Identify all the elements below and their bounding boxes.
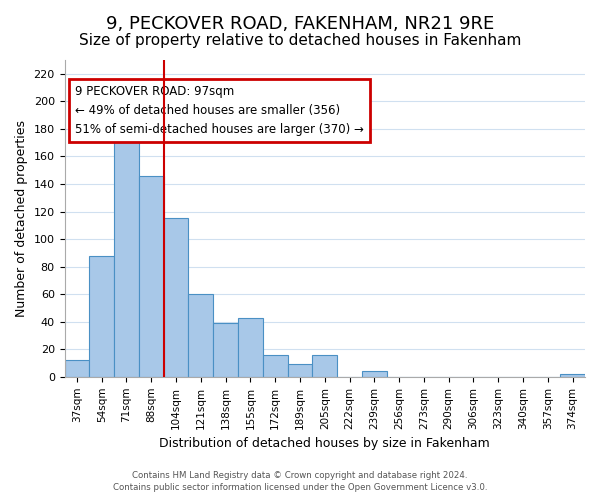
- Text: Contains HM Land Registry data © Crown copyright and database right 2024.
Contai: Contains HM Land Registry data © Crown c…: [113, 471, 487, 492]
- Bar: [287, 364, 313, 377]
- Bar: [263, 355, 287, 377]
- Bar: [238, 318, 263, 377]
- Text: 9, PECKOVER ROAD, FAKENHAM, NR21 9RE: 9, PECKOVER ROAD, FAKENHAM, NR21 9RE: [106, 15, 494, 33]
- Bar: [362, 372, 387, 377]
- Bar: [188, 294, 213, 377]
- Bar: [313, 355, 337, 377]
- Bar: [139, 176, 164, 377]
- Y-axis label: Number of detached properties: Number of detached properties: [15, 120, 28, 317]
- Text: Size of property relative to detached houses in Fakenham: Size of property relative to detached ho…: [79, 32, 521, 48]
- Text: 9 PECKOVER ROAD: 97sqm
← 49% of detached houses are smaller (356)
51% of semi-de: 9 PECKOVER ROAD: 97sqm ← 49% of detached…: [75, 86, 364, 136]
- X-axis label: Distribution of detached houses by size in Fakenham: Distribution of detached houses by size …: [160, 437, 490, 450]
- Bar: [89, 256, 114, 377]
- Bar: [164, 218, 188, 377]
- Bar: [65, 360, 89, 377]
- Bar: [213, 323, 238, 377]
- Bar: [114, 130, 139, 377]
- Bar: [560, 374, 585, 377]
